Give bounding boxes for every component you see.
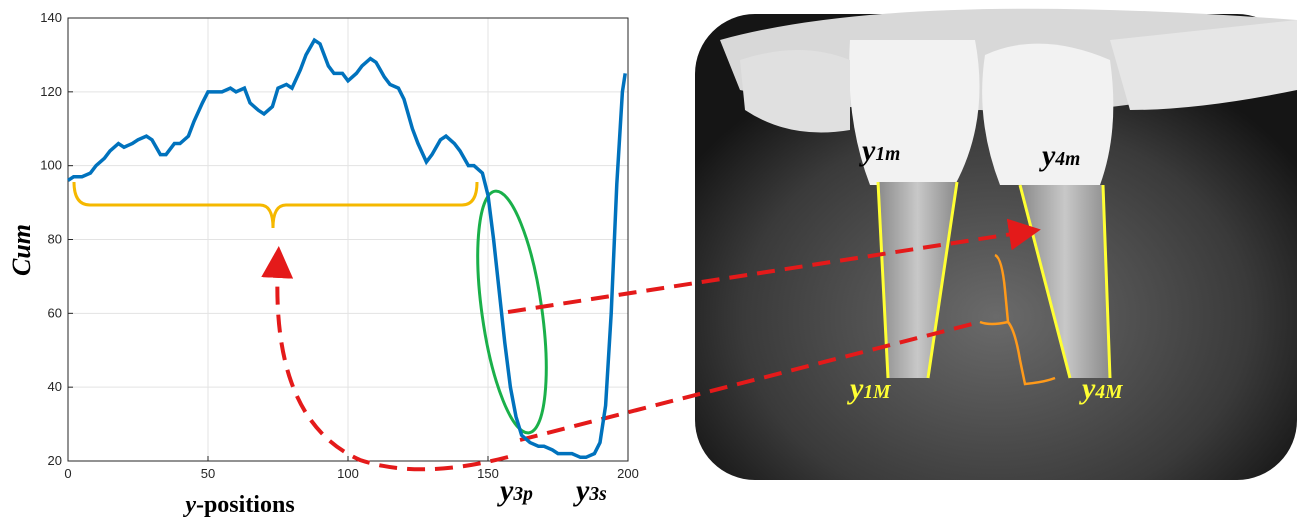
x-tick-label: 200 [617,466,639,481]
x-tick-label: 100 [337,466,359,481]
y-tick-label: 100 [40,158,62,173]
label-base: y [573,474,590,507]
label-sub: 4M [1094,382,1123,403]
y-tick-label: 20 [48,453,62,468]
y-tick-label: 60 [48,305,62,320]
label-base: y [497,474,514,507]
annotation-label: y3s [573,474,607,507]
xray-image [695,9,1297,480]
label-sub: 4m [1054,149,1080,170]
x-tick-label: 0 [64,466,71,481]
label-base: y [1079,372,1096,405]
annotation-label: y3p [497,474,533,507]
x-tick-label: 150 [477,466,499,481]
label-sub: 1m [875,144,900,165]
y-label: Cum [7,224,36,276]
label-base: y [859,134,876,167]
x-tick-label: 50 [201,466,215,481]
y-tick-label: 80 [48,232,62,247]
y-tick-label: 120 [40,84,62,99]
data-line [68,40,625,457]
y-tick-label: 140 [40,10,62,25]
label-base: y [847,372,864,405]
label-sub: 3p [512,484,533,505]
x-label: y-positions [182,492,294,518]
label-sub: 1M [863,382,891,403]
y-tick-label: 40 [48,379,62,394]
page: {"chart_data": {"type": "line", "xlabel"… [0,0,1297,526]
label-base: y [1039,139,1056,172]
label-sub: 3s [588,484,606,505]
figure: y-positions Cum 20 40 60 80 100 120 140 0 50 100 1… [0,0,1297,526]
